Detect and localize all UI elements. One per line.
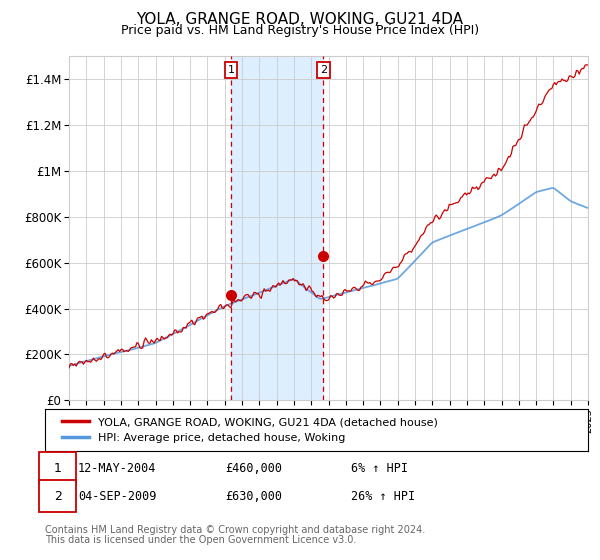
Text: 1: 1 xyxy=(53,461,62,475)
Text: YOLA, GRANGE ROAD, WOKING, GU21 4DA: YOLA, GRANGE ROAD, WOKING, GU21 4DA xyxy=(137,12,464,27)
Text: 12-MAY-2004: 12-MAY-2004 xyxy=(78,461,157,475)
Text: £630,000: £630,000 xyxy=(225,489,282,503)
Text: 26% ↑ HPI: 26% ↑ HPI xyxy=(351,489,415,503)
Text: 2: 2 xyxy=(53,489,62,503)
Legend: YOLA, GRANGE ROAD, WOKING, GU21 4DA (detached house), HPI: Average price, detach: YOLA, GRANGE ROAD, WOKING, GU21 4DA (det… xyxy=(56,412,443,448)
Text: Contains HM Land Registry data © Crown copyright and database right 2024.: Contains HM Land Registry data © Crown c… xyxy=(45,525,425,535)
Text: 04-SEP-2009: 04-SEP-2009 xyxy=(78,489,157,503)
Text: Price paid vs. HM Land Registry's House Price Index (HPI): Price paid vs. HM Land Registry's House … xyxy=(121,24,479,37)
Text: 1: 1 xyxy=(227,65,235,75)
Bar xyxy=(231,56,323,400)
Text: 2: 2 xyxy=(320,65,327,75)
Text: £460,000: £460,000 xyxy=(225,461,282,475)
Text: 6% ↑ HPI: 6% ↑ HPI xyxy=(351,461,408,475)
Text: This data is licensed under the Open Government Licence v3.0.: This data is licensed under the Open Gov… xyxy=(45,535,356,545)
